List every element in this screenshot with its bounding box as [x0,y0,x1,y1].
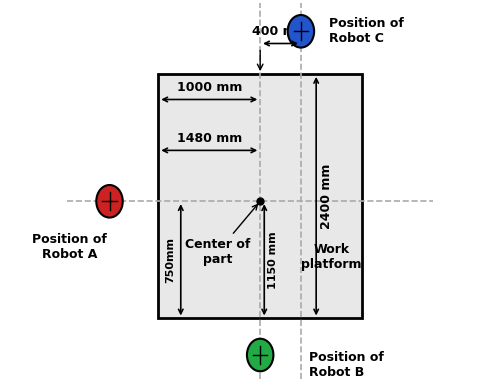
Text: 400 mm: 400 mm [252,25,309,38]
Ellipse shape [247,339,274,371]
Text: Position of
Robot B: Position of Robot B [309,351,384,379]
Text: 1150 mm: 1150 mm [268,231,278,289]
Ellipse shape [96,185,122,218]
Text: 750mm: 750mm [166,237,175,283]
Text: Work
platform: Work platform [301,243,362,271]
Ellipse shape [288,15,314,48]
Text: 1000 mm: 1000 mm [176,81,242,94]
Text: Position of
Robot C: Position of Robot C [330,17,404,45]
Text: Center of
part: Center of part [184,204,258,266]
Text: Position of
Robot A: Position of Robot A [32,233,108,261]
Text: 1480 mm: 1480 mm [176,132,242,145]
Bar [158,74,362,318]
Text: 2400 mm: 2400 mm [320,164,333,229]
